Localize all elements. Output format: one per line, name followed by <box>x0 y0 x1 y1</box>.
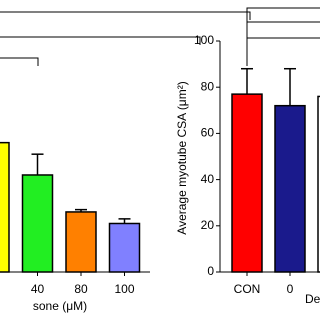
bar <box>65 211 97 273</box>
x-tick-label: 40 <box>31 282 45 296</box>
bar <box>108 222 141 273</box>
x-tick-label: 0 <box>287 282 294 296</box>
y-tick-label: 0 <box>207 264 214 278</box>
x-tick-label: 100 <box>114 282 134 296</box>
x-tick-label: 80 <box>74 282 88 296</box>
bar <box>0 141 10 273</box>
y-tick-label: 60 <box>201 126 215 140</box>
bracket <box>0 36 201 45</box>
x-tick-label: CON <box>234 282 261 296</box>
bracket <box>0 11 251 20</box>
y-tick-label: 80 <box>201 79 215 93</box>
y-tick-label: 20 <box>201 218 215 232</box>
y-tick-label: 40 <box>201 172 215 186</box>
x-axis-title: sone (μM) <box>33 299 87 313</box>
bracket <box>0 57 39 66</box>
y-axis-title: Average myotube CSA (μm²) <box>175 81 189 234</box>
bar <box>317 95 320 273</box>
bar <box>274 104 306 273</box>
bar <box>21 174 54 273</box>
y-tick-label: 100 <box>194 33 214 47</box>
x-axis-title: De <box>305 292 320 306</box>
bracket <box>246 7 320 66</box>
significance-brackets <box>0 7 320 66</box>
bar <box>231 93 263 273</box>
